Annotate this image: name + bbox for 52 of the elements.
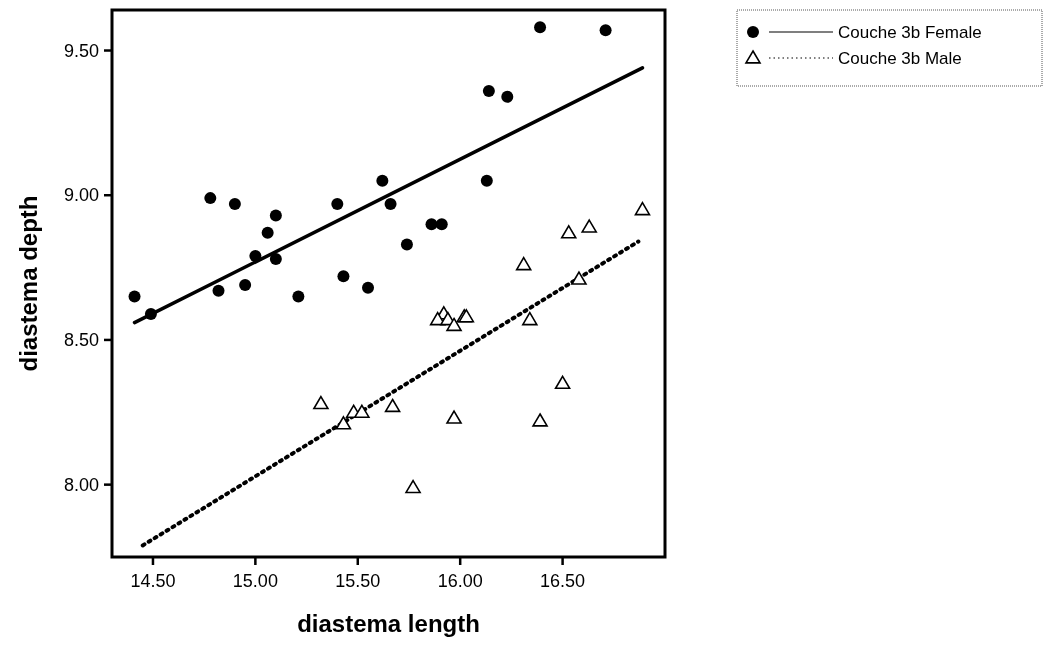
point <box>204 192 217 205</box>
point <box>335 416 352 430</box>
point <box>482 85 495 98</box>
x-tick-label: 15.50 <box>335 571 381 591</box>
point <box>269 252 282 265</box>
y-tick-label: 9.50 <box>63 40 99 61</box>
point <box>384 398 401 413</box>
point <box>239 278 252 291</box>
legend-label: Couche 3b Male <box>838 49 962 68</box>
point <box>534 21 547 34</box>
point <box>560 225 577 239</box>
x-tick-label: 16.00 <box>437 571 483 591</box>
point <box>269 209 282 222</box>
point <box>532 413 548 427</box>
point <box>581 219 598 233</box>
point <box>571 271 587 285</box>
x-tick-label: 16.50 <box>540 571 586 591</box>
point <box>515 256 532 271</box>
point <box>446 317 462 332</box>
point <box>228 197 241 210</box>
point <box>425 218 438 231</box>
point <box>554 375 571 390</box>
legend-label: Couche 3b Female <box>838 23 982 42</box>
point <box>362 281 375 294</box>
y-axis-title: diastema depth <box>15 195 42 372</box>
y-tick-label: 8.00 <box>63 474 99 495</box>
point <box>599 24 612 37</box>
point <box>480 174 493 187</box>
x-tick-label: 14.50 <box>130 571 176 591</box>
point <box>501 90 514 103</box>
x-axis-title: diastema length <box>297 610 480 637</box>
point <box>435 218 448 231</box>
point <box>376 174 389 187</box>
point <box>249 250 262 263</box>
point <box>292 290 305 303</box>
point <box>337 270 350 283</box>
point <box>212 284 225 297</box>
point <box>634 201 651 216</box>
point <box>354 404 370 418</box>
point <box>384 197 397 210</box>
point <box>261 226 274 239</box>
x-tick-label: 15.00 <box>232 571 278 591</box>
y-tick-label: 9.00 <box>63 185 99 206</box>
point <box>331 197 344 210</box>
point <box>128 290 141 303</box>
point <box>405 479 421 494</box>
point <box>400 238 413 251</box>
point <box>446 410 462 424</box>
point <box>144 307 157 320</box>
y-tick-label: 8.50 <box>63 329 99 350</box>
point <box>522 311 538 326</box>
point <box>313 395 329 410</box>
